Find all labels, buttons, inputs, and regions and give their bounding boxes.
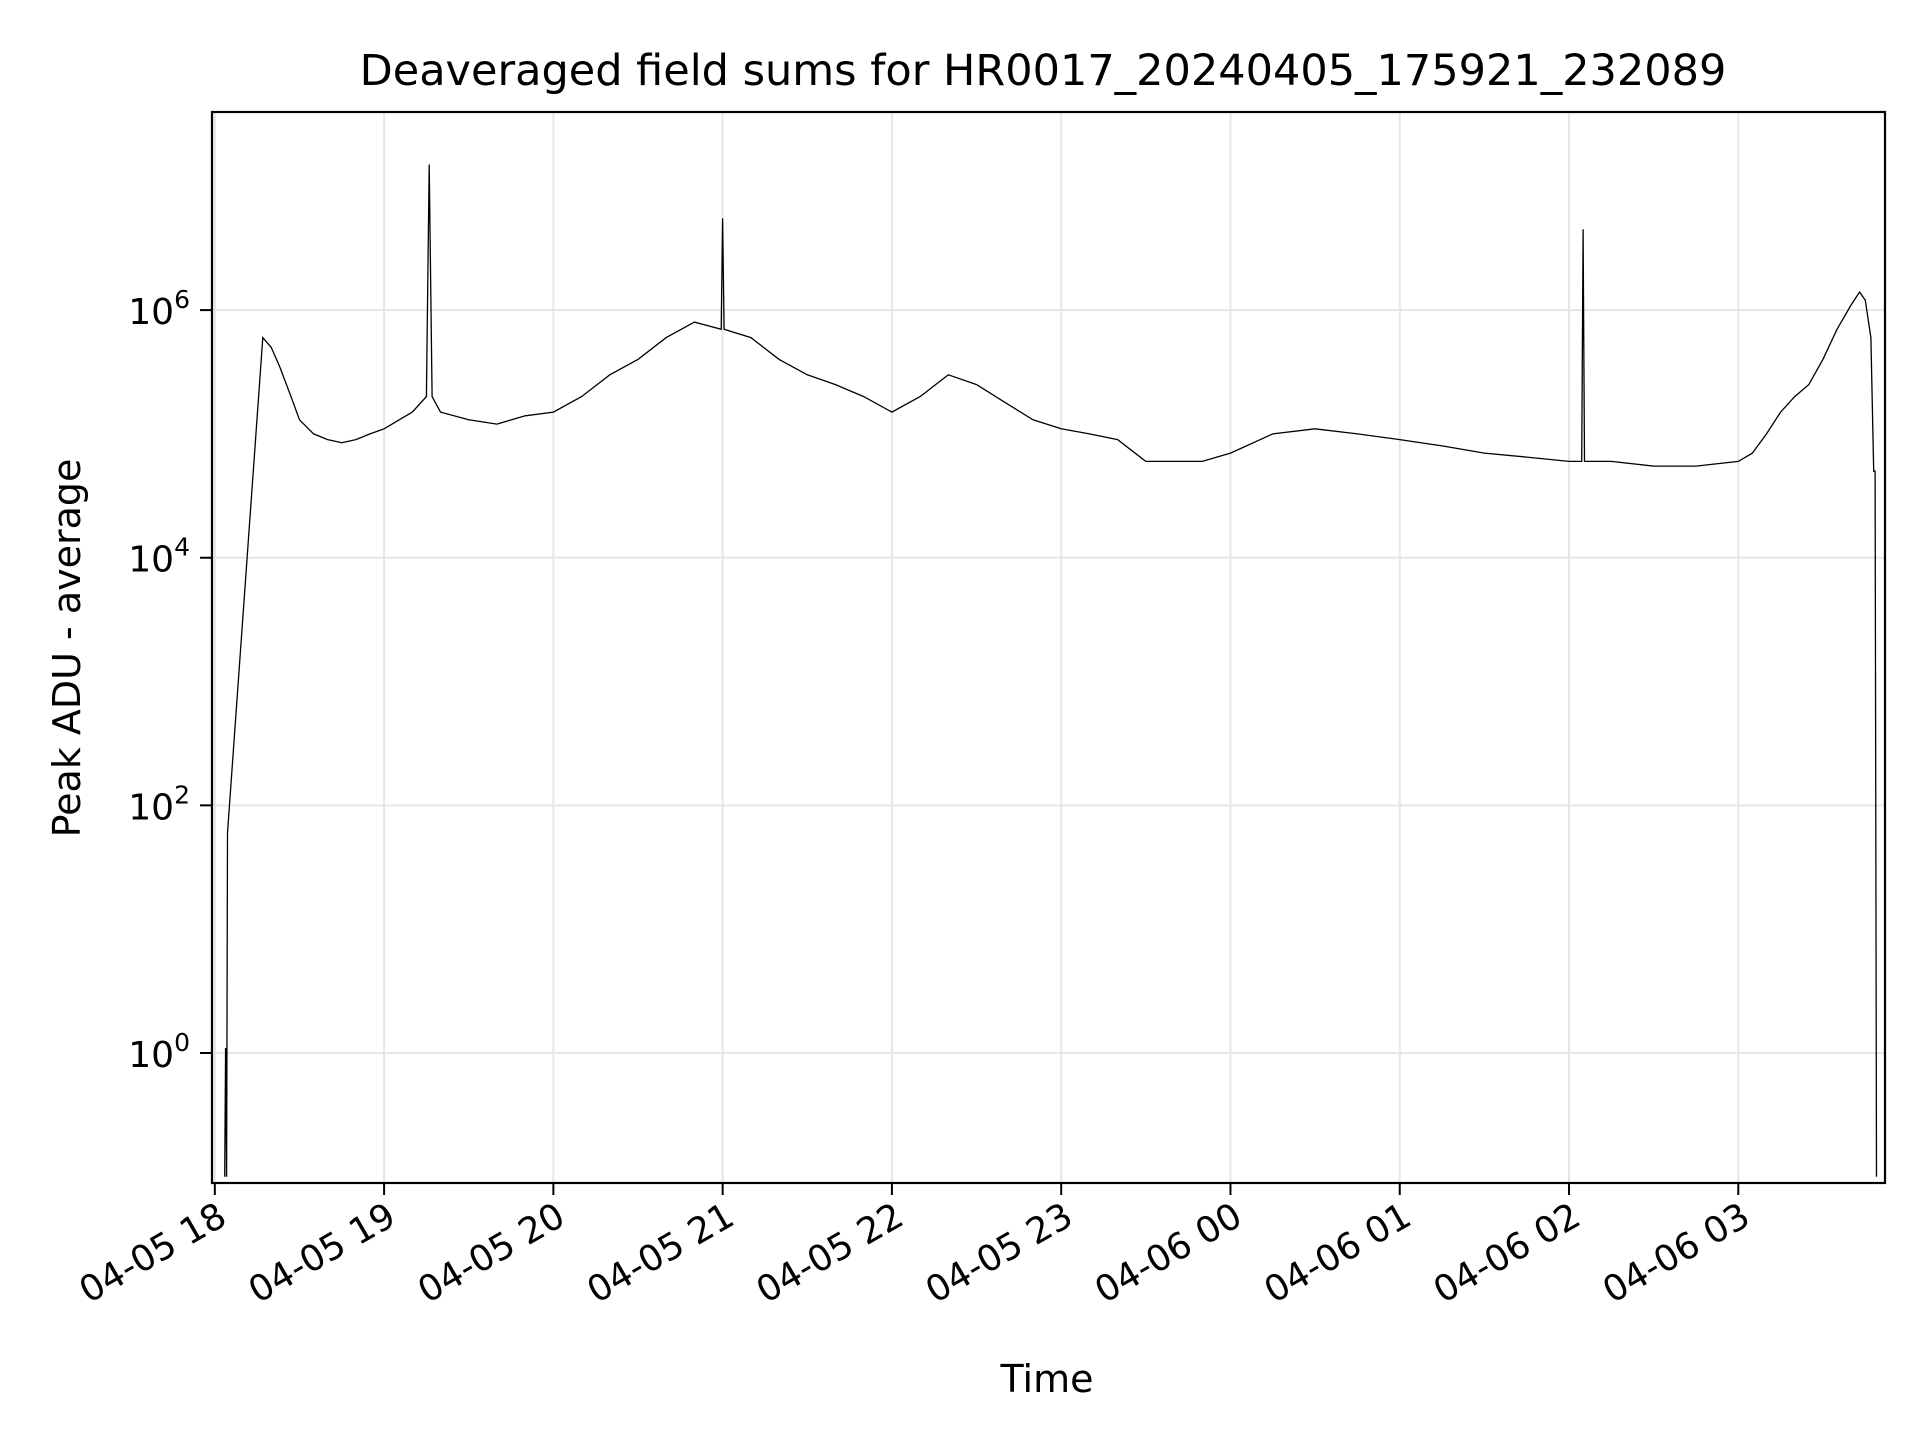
y-axis-label: Peak ADU - average bbox=[45, 459, 89, 838]
y-tick-label: 104 bbox=[128, 533, 190, 581]
series-line bbox=[224, 164, 1878, 1177]
y-tick-base: 10 bbox=[128, 292, 174, 333]
chart-title: Deaveraged field sums for HR0017_2024040… bbox=[360, 46, 1727, 96]
y-tick-exponent: 4 bbox=[174, 533, 190, 562]
y-tick-exponent: 6 bbox=[174, 285, 190, 314]
y-tick-label: 106 bbox=[128, 285, 190, 333]
grid bbox=[212, 112, 1885, 1183]
y-tick-base: 10 bbox=[128, 1035, 174, 1076]
y-tick-label: 102 bbox=[128, 780, 190, 828]
y-tick-label: 100 bbox=[128, 1028, 190, 1076]
y-tick-base: 10 bbox=[128, 787, 174, 828]
x-axis-label: Time bbox=[1000, 1357, 1094, 1401]
y-tick-exponent: 2 bbox=[174, 780, 190, 809]
series-layer bbox=[224, 164, 1878, 1177]
y-tick-exponent: 0 bbox=[174, 1028, 190, 1057]
plot-frame bbox=[210, 110, 1887, 1185]
y-tick-base: 10 bbox=[128, 540, 174, 581]
